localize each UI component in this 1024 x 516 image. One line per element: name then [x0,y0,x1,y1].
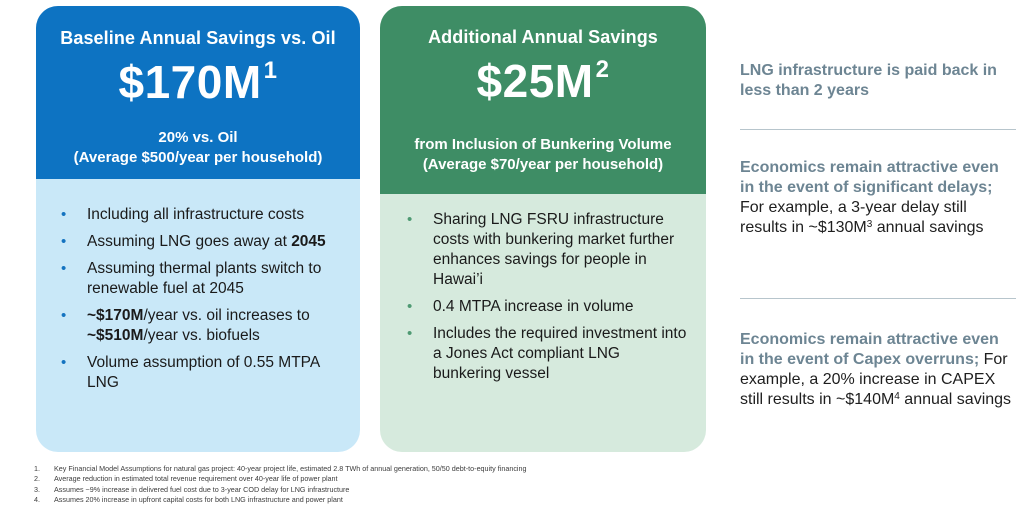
bullet-icon: • [61,354,67,371]
bullet-text: /year vs. biofuels [143,327,260,344]
baseline-subtitle-line2: (Average $500/year per household) [73,149,323,166]
list-item: • Including all infrastructure costs [58,205,346,225]
footnote-number: 3. [34,484,40,494]
bullet-text: Sharing LNG FSRU infrastructure costs wi… [433,211,675,288]
side-point-delays-emphasis: Economics remain attractive even in the … [740,159,999,196]
side-point-payback: LNG infrastructure is paid back in less … [740,61,1016,101]
baseline-footnote-ref: 1 [263,57,278,84]
additional-savings-card: Additional Annual Savings $25M2 from Inc… [380,6,706,452]
bullet-text: Assuming LNG goes away at [87,233,292,250]
side-point-capex-text: For example, a 20% increase in CAPEX sti… [740,351,1008,408]
additional-title: Additional Annual Savings [428,27,658,47]
list-item: • Includes the required investment into a… [404,324,692,384]
bullet-icon: • [407,325,413,342]
bullet-text: 0.4 MTPA increase in volume [433,298,634,315]
bullet-icon: • [407,298,413,315]
footnotes: 1. Key Financial Model Assumptions for na… [34,464,527,506]
list-item: • Sharing LNG FSRU infrastructure costs w… [404,210,692,290]
side-point-payback-text: LNG infrastructure is paid back in less … [740,62,997,99]
list-item: • Volume assumption of 0.55 MTPA LNG [58,353,346,393]
additional-footnote-ref: 2 [595,56,610,83]
list-item: • Assuming LNG goes away at 2045 [58,232,346,252]
baseline-savings-card: Baseline Annual Savings vs. Oil $170M1 2… [36,6,360,452]
additional-bullet-list: • Sharing LNG FSRU infrastructure costs w… [380,194,706,384]
list-item: • 0.4 MTPA increase in volume [404,297,692,317]
bullet-icon: • [61,260,67,277]
side-point-capex-emphasis: Economics remain attractive even in the … [740,331,999,368]
side-point-delays-text: For example, a 3-year delay still result… [740,199,967,236]
baseline-amount: $170M1 [36,57,360,116]
list-item: • Assuming thermal plants switch to renew… [58,259,346,299]
footnote-item: 3. Assumes ~9% increase in delivered fuel… [34,485,527,495]
side-divider [740,298,1016,299]
side-point-delays: Economics remain attractive even in the … [740,158,1016,238]
additional-card-header: Additional Annual Savings $25M2 from Inc… [380,6,706,194]
side-divider [740,129,1016,130]
additional-subtitle-line2: (Average $70/year per household) [422,156,664,173]
list-item: • ~$170M/year vs. oil increases to ~$510M… [58,306,346,346]
bullet-icon: • [61,307,67,324]
footnote-item: 4. Assumes 20% increase in upfront capita… [34,495,527,505]
baseline-amount-value: $170M [118,56,262,108]
side-footnote-ref: 4 [894,391,900,402]
footnote-text: Average reduction in estimated total rev… [54,474,338,484]
bullet-icon: • [407,211,413,228]
additional-subtitle-line1: from Inclusion of Bunkering Volume [414,136,672,153]
bullet-text: /year vs. oil increases to [143,307,310,324]
bullet-icon: • [61,233,67,250]
footnote-number: 1. [34,464,40,473]
baseline-subtitle-line1: 20% vs. Oil [158,129,238,146]
side-point-capex-tail: annual savings [899,391,1012,408]
footnote-text: Assumes ~9% increase in delivered fuel c… [54,484,350,494]
side-point-delays-tail: annual savings [872,219,984,236]
bullet-text: Volume assumption of 0.55 MTPA LNG [87,354,320,391]
baseline-bullet-list: • Including all infrastructure costs • Ass… [36,179,360,393]
bullet-text-bold: ~$510M [87,327,144,344]
baseline-subtitle: 20% vs. Oil (Average $500/year per house… [36,128,360,168]
bullet-icon: • [61,206,67,223]
additional-amount-value: $25M [476,55,594,107]
footnote-number: 4. [34,495,40,505]
baseline-title: Baseline Annual Savings vs. Oil [60,28,336,48]
footnote-text: Assumes 20% increase in upfront capital … [54,495,343,505]
side-footnote-ref: 3 [866,219,873,230]
baseline-card-header: Baseline Annual Savings vs. Oil $170M1 2… [36,6,360,179]
bullet-text: Including all infrastructure costs [87,206,305,223]
additional-amount: $25M2 [380,56,706,115]
bullet-text-bold: 2045 [291,233,326,250]
bullet-text: Assuming thermal plants switch to renewa… [87,260,322,297]
side-point-capex: Economics remain attractive even in the … [740,330,1016,410]
bullet-text: Includes the required investment into a … [433,325,687,382]
footnote-item: 1. Key Financial Model Assumptions for na… [34,464,527,474]
footnote-number: 2. [34,474,40,484]
footnote-text: Key Financial Model Assumptions for natu… [54,464,527,473]
additional-subtitle: from Inclusion of Bunkering Volume (Aver… [380,135,706,175]
footnote-item: 2. Average reduction in estimated total r… [34,474,527,484]
bullet-text-bold: ~$170M [87,307,144,324]
